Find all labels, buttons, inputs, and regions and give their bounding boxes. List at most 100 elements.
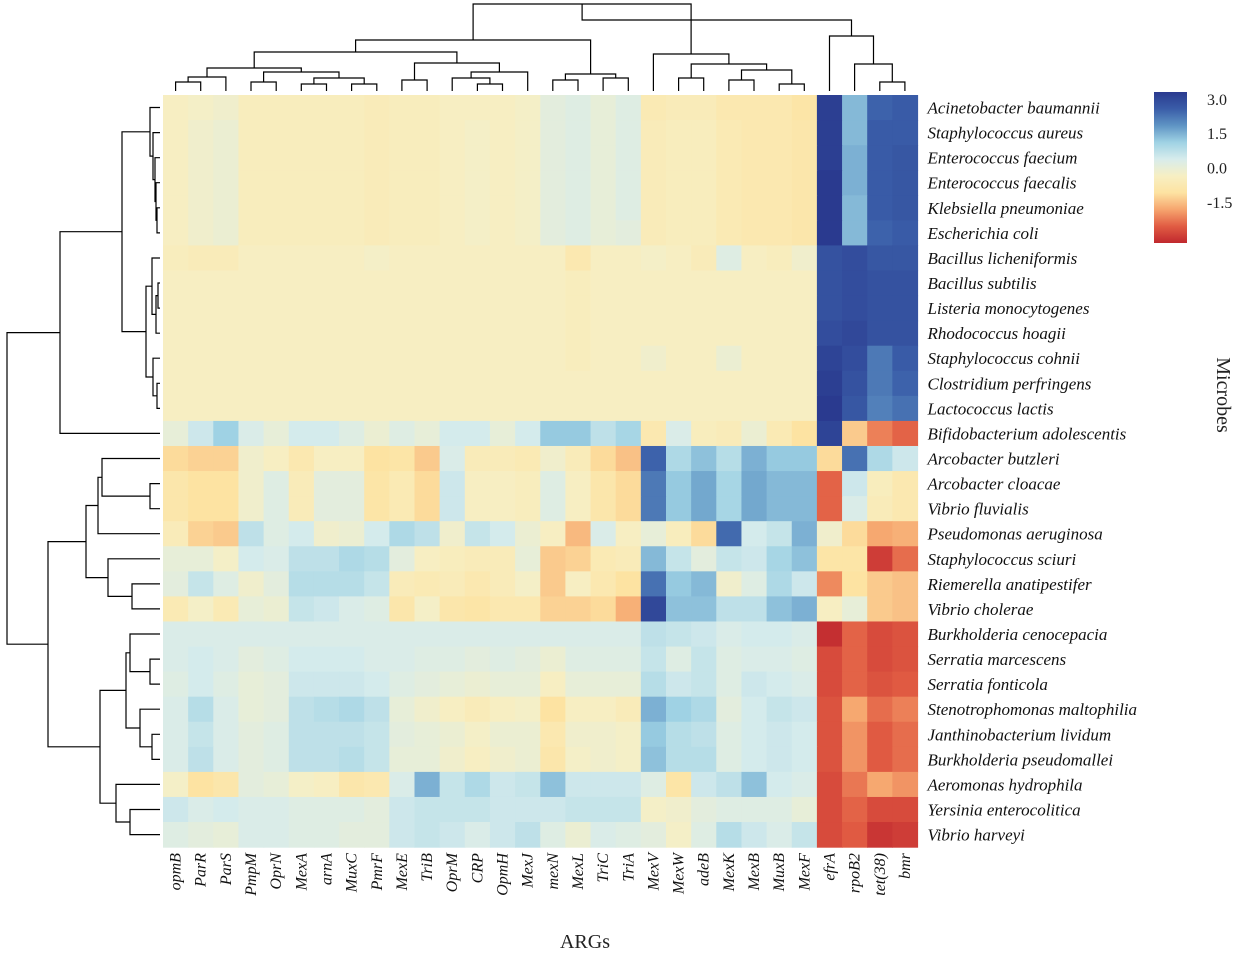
- heatmap-cell: [842, 646, 868, 673]
- heatmap-cell: [489, 646, 516, 673]
- heatmap-cell: [439, 496, 466, 522]
- heatmap-cell: [263, 120, 290, 146]
- heatmap-cell: [741, 370, 768, 397]
- heatmap-cell: [741, 170, 768, 196]
- heatmap-cell: [339, 295, 365, 322]
- heatmap-cell: [590, 471, 617, 497]
- heatmap-cell: [288, 746, 315, 773]
- heatmap-cell: [540, 395, 566, 422]
- heatmap-cell: [163, 822, 189, 848]
- heatmap-cell: [540, 746, 566, 773]
- row-label: Acinetobacter baumannii: [927, 99, 1101, 118]
- heatmap-cell: [263, 270, 290, 297]
- heatmap-cell: [515, 345, 541, 372]
- heatmap-cell: [263, 471, 290, 497]
- heatmap-cell: [540, 170, 566, 196]
- heatmap-cell: [716, 120, 743, 146]
- heatmap-cell: [364, 245, 390, 272]
- heatmap-cell: [540, 671, 566, 698]
- heatmap-cell: [540, 445, 566, 472]
- heatmap-cell: [640, 270, 667, 297]
- heatmap-cell: [615, 295, 642, 322]
- heatmap-cell: [414, 746, 441, 773]
- heatmap-cell: [640, 596, 667, 623]
- heatmap-cell: [716, 345, 743, 372]
- heatmap-cell: [816, 746, 843, 773]
- column-label: ParS: [218, 853, 235, 886]
- heatmap-cell: [691, 696, 717, 723]
- column-label: OpmH: [495, 852, 512, 896]
- heatmap-cell: [716, 496, 743, 522]
- heatmap-cell: [238, 546, 265, 572]
- heatmap-cell: [590, 95, 617, 121]
- row-label: Vibrio harveyi: [928, 826, 1026, 845]
- heatmap-cell: [188, 420, 214, 447]
- heatmap-cell: [640, 320, 667, 347]
- heatmap-cell: [565, 746, 592, 773]
- heatmap-cell: [892, 546, 919, 572]
- heatmap-cell: [766, 621, 793, 648]
- column-label: MexB: [746, 853, 763, 892]
- heatmap-cell: [842, 95, 868, 121]
- heatmap-cell: [188, 546, 214, 572]
- row-label: Clostridium perfringens: [928, 374, 1092, 393]
- heatmap-cell: [540, 370, 566, 397]
- heatmap-cell: [590, 145, 617, 171]
- heatmap-cell: [842, 145, 868, 171]
- heatmap-cell: [313, 120, 340, 146]
- column-label: OprN: [268, 852, 285, 890]
- heatmap-cell: [816, 796, 843, 823]
- heatmap-cell: [691, 721, 717, 748]
- heatmap-cell: [615, 671, 642, 698]
- heatmap-cell: [867, 796, 893, 823]
- heatmap-cell: [238, 145, 265, 171]
- heatmap-cell: [238, 245, 265, 272]
- colorbar-tick-label: 0.0: [1207, 161, 1227, 178]
- heatmap-cell: [489, 370, 516, 397]
- heatmap-cell: [842, 746, 868, 773]
- heatmap-cell: [188, 95, 214, 121]
- heatmap-cell: [339, 822, 365, 848]
- heatmap-cell: [666, 496, 692, 522]
- heatmap-cell: [766, 120, 793, 146]
- heatmap-cell: [691, 471, 717, 497]
- heatmap-cell: [364, 120, 390, 146]
- heatmap-cell: [188, 796, 214, 823]
- row-label: Listeria monocytogenes: [927, 299, 1090, 318]
- heatmap-cell: [867, 721, 893, 748]
- heatmap-cell: [188, 822, 214, 848]
- heatmap-cell: [364, 370, 390, 397]
- heatmap-cell: [389, 696, 416, 723]
- row-label: Bacillus subtilis: [928, 274, 1037, 293]
- heatmap-cell: [842, 195, 868, 221]
- heatmap-cell: [188, 445, 214, 472]
- heatmap-cell: [565, 420, 592, 447]
- heatmap-cell: [163, 721, 189, 748]
- heatmap-cell: [666, 445, 692, 472]
- heatmap-cell: [640, 822, 667, 848]
- heatmap-cell: [339, 445, 365, 472]
- heatmap-cell: [565, 496, 592, 522]
- heatmap-cell: [565, 796, 592, 823]
- heatmap-cell: [716, 220, 743, 247]
- heatmap-cell: [741, 295, 768, 322]
- heatmap-cell: [263, 521, 290, 547]
- heatmap-cell: [238, 95, 265, 121]
- heatmap-cell: [842, 295, 868, 322]
- heatmap-cell: [716, 621, 743, 648]
- heatmap-cell: [867, 671, 893, 698]
- column-label: TriA: [620, 853, 637, 882]
- heatmap-cell: [766, 721, 793, 748]
- row-label: Riemerella anatipestifer: [927, 575, 1093, 594]
- heatmap-cell: [414, 345, 441, 372]
- heatmap-cell: [439, 445, 466, 472]
- heatmap-cell: [263, 621, 290, 648]
- heatmap-cell: [489, 170, 516, 196]
- dendrogram-link: [690, 63, 768, 78]
- heatmap-cell: [615, 796, 642, 823]
- heatmap-cell: [515, 721, 541, 748]
- dendrogram-link: [155, 182, 160, 221]
- row-label: Enterococcus faecalis: [927, 174, 1077, 193]
- heatmap-cell: [464, 596, 491, 623]
